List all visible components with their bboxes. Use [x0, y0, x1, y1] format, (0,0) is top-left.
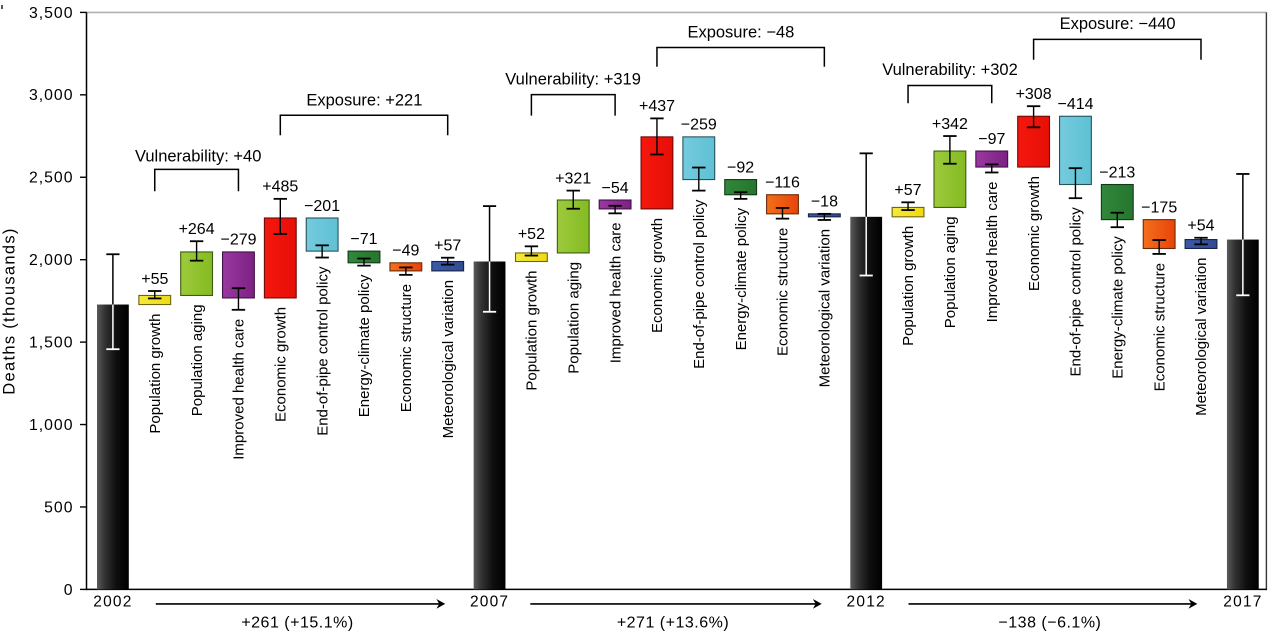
svg-text:1,500: 1,500: [29, 335, 74, 352]
svg-text:Improved health care: Improved health care: [984, 181, 1001, 322]
svg-text:−279: −279: [220, 232, 256, 249]
svg-text:−92: −92: [727, 159, 754, 176]
svg-text:500: 500: [44, 499, 73, 516]
svg-text:+342: +342: [932, 116, 968, 133]
svg-text:+437: +437: [639, 98, 675, 115]
svg-text:Energy-climate policy: Energy-climate policy: [1110, 236, 1127, 379]
svg-text:2,000: 2,000: [29, 252, 74, 269]
svg-text:Meteorological variation: Meteorological variation: [1193, 257, 1210, 415]
svg-text:−259: −259: [681, 117, 717, 134]
svg-text:+485: +485: [262, 179, 298, 196]
svg-text:−18: −18: [811, 194, 838, 211]
svg-text:2002: 2002: [93, 594, 132, 611]
svg-text:−116: −116: [765, 175, 800, 192]
svg-text:End-of-pipe control policy: End-of-pipe control policy: [314, 266, 331, 436]
svg-text:2017: 2017: [1223, 594, 1262, 611]
svg-text:End-of-pipe control policy: End-of-pipe control policy: [1068, 207, 1085, 377]
svg-text:Vulnerability: +40: Vulnerability: +40: [135, 147, 261, 165]
svg-text:Improved health care: Improved health care: [231, 319, 248, 460]
svg-text:Economic growth: Economic growth: [649, 218, 666, 333]
svg-text:−71: −71: [350, 231, 377, 248]
svg-text:+57: +57: [894, 182, 921, 199]
svg-text:Vulnerability: +302: Vulnerability: +302: [882, 61, 1018, 79]
svg-text:+321: +321: [555, 170, 591, 187]
svg-text:0: 0: [64, 582, 74, 599]
svg-text:+57: +57: [434, 238, 461, 255]
svg-text:Vulnerability: +319: Vulnerability: +319: [505, 71, 641, 89]
svg-text:+271 (+13.6%): +271 (+13.6%): [617, 615, 729, 631]
svg-text:Population aging: Population aging: [565, 262, 582, 374]
svg-text:2,500: 2,500: [29, 170, 74, 187]
svg-text:2012: 2012: [847, 594, 886, 611]
svg-text:Economic structure: Economic structure: [1151, 263, 1168, 391]
svg-text:Economic growth: Economic growth: [273, 307, 290, 422]
svg-text:−201: −201: [304, 198, 340, 215]
svg-text:Meteorological variation: Meteorological variation: [440, 280, 457, 438]
svg-text:Population growth: Population growth: [524, 271, 541, 391]
svg-text:Population aging: Population aging: [189, 304, 206, 416]
svg-text:End-of-pipe control policy: End-of-pipe control policy: [691, 199, 708, 369]
svg-text:Deaths (thousands): Deaths (thousands): [1, 227, 19, 394]
svg-text:−213: −213: [1099, 164, 1135, 181]
svg-text:Economic growth: Economic growth: [1026, 176, 1043, 291]
svg-text:Improved health care: Improved health care: [607, 222, 624, 363]
svg-text:Exposure: −48: Exposure: −48: [687, 24, 794, 42]
svg-text:−97: −97: [978, 131, 1005, 148]
svg-text:Exposure: +221: Exposure: +221: [306, 92, 422, 110]
svg-text:−175: −175: [1141, 199, 1177, 216]
svg-text:Exposure: −440: Exposure: −440: [1060, 15, 1176, 33]
svg-text:3,500: 3,500: [29, 5, 74, 22]
svg-text:Economic structure: Economic structure: [398, 284, 415, 412]
svg-text:+308: +308: [1016, 86, 1052, 103]
svg-text:1,000: 1,000: [29, 417, 74, 434]
svg-text:Energy-climate policy: Energy-climate policy: [356, 274, 373, 417]
svg-text:−414: −414: [1057, 96, 1093, 113]
svg-text:−138 (−6.1%): −138 (−6.1%): [998, 615, 1101, 631]
svg-text:Population growth: Population growth: [147, 314, 164, 434]
svg-text:Economic structure: Economic structure: [775, 228, 792, 356]
svg-text:−54: −54: [602, 180, 629, 197]
svg-text:+261 (+15.1%): +261 (+15.1%): [241, 615, 353, 631]
svg-text:+52: +52: [518, 226, 545, 243]
svg-text:2007: 2007: [470, 594, 509, 611]
svg-text:Energy-climate policy: Energy-climate policy: [733, 207, 750, 350]
svg-text:+264: +264: [179, 221, 215, 238]
svg-text:+55: +55: [141, 271, 168, 288]
svg-text:Population growth: Population growth: [900, 226, 917, 346]
svg-text:Population aging: Population aging: [942, 216, 959, 328]
svg-text:+54: +54: [1187, 218, 1214, 235]
svg-text:3,000: 3,000: [29, 87, 74, 104]
svg-text:Meteorological variation: Meteorological variation: [817, 229, 834, 387]
svg-text:−49: −49: [392, 243, 419, 260]
